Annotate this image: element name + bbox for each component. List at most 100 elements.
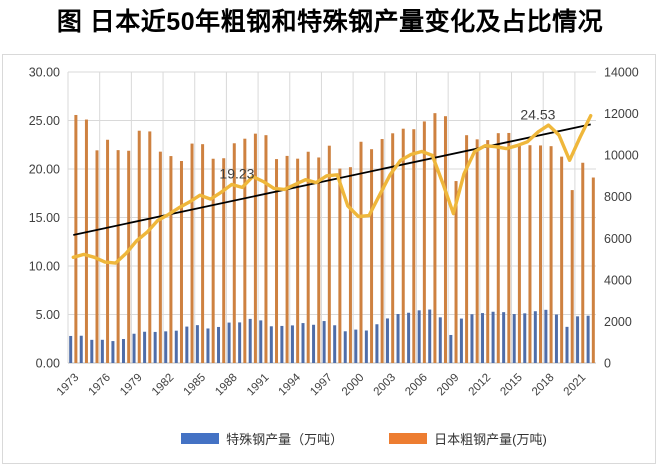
bar-crude-steel — [475, 139, 479, 363]
bar-special-steel — [238, 322, 242, 363]
bar-crude-steel — [179, 161, 183, 363]
right-axis-tick-label: 10000 — [604, 149, 639, 163]
x-axis-tick-label: 1997 — [308, 372, 335, 399]
bar-special-steel — [586, 315, 590, 363]
bar-special-steel — [269, 326, 273, 363]
x-axis-tick-label: 1973 — [55, 372, 82, 399]
bar-special-steel — [185, 326, 189, 363]
legend-label-special-steel: 特殊钢产量（万吨） — [226, 432, 344, 447]
bar-special-steel — [407, 312, 411, 363]
left-axis-tick-label: 5.00 — [36, 308, 60, 322]
bar-special-steel — [428, 309, 432, 363]
bar-crude-steel — [222, 158, 226, 363]
bar-crude-steel — [591, 177, 595, 363]
bar-special-steel — [111, 341, 115, 363]
bar-crude-steel — [74, 114, 78, 363]
x-axis-tick-label: 2018 — [530, 372, 557, 399]
x-axis-tick-label: 2012 — [467, 372, 494, 399]
bar-crude-steel — [539, 145, 543, 363]
chart-legend: 特殊钢产量（万吨） 日本粗钢产量(万吨) — [37, 429, 660, 448]
bar-crude-steel — [401, 128, 405, 363]
bar-crude-steel — [348, 167, 352, 363]
bar-special-steel — [502, 312, 506, 363]
bar-crude-steel — [296, 158, 300, 363]
bar-special-steel — [132, 333, 136, 363]
x-axis-tick-label: 1988 — [213, 372, 240, 399]
trend-line — [73, 123, 591, 236]
right-axis-tick-label: 4000 — [604, 273, 632, 287]
bar-special-steel — [554, 314, 558, 363]
bar-special-steel — [259, 320, 263, 363]
bar-crude-steel — [158, 151, 162, 363]
bar-special-steel — [69, 335, 73, 363]
left-axis-tick-label: 15.00 — [29, 211, 60, 225]
x-axis-tick-label: 1979 — [118, 372, 145, 399]
bar-crude-steel — [443, 116, 447, 363]
bar-crude-steel — [211, 158, 215, 363]
legend-swatch-special-steel — [181, 433, 220, 444]
bar-crude-steel — [549, 146, 553, 363]
bar-crude-steel — [243, 138, 247, 363]
bar-special-steel — [143, 331, 147, 363]
combo-chart: 19.23 24.53 30.00 25.00 20.00 15.00 10.00 5.00 0… — [29, 66, 639, 399]
bar-crude-steel — [84, 119, 88, 363]
bar-crude-steel — [570, 190, 574, 363]
x-axis-tick-label: 2009 — [435, 372, 462, 399]
right-axis-tick-label: 2000 — [604, 315, 632, 329]
bar-crude-steel — [422, 121, 426, 363]
bar-special-steel — [565, 326, 569, 363]
bar-crude-steel — [338, 168, 342, 363]
bar-crude-steel — [486, 140, 490, 363]
bar-special-steel — [459, 318, 463, 363]
bar-special-steel — [396, 314, 400, 363]
right-axis-tick-label: 6000 — [604, 232, 632, 246]
bar-crude-steel — [507, 132, 511, 363]
bar-crude-steel — [116, 150, 120, 363]
bar-special-steel — [153, 331, 157, 363]
bar-crude-steel — [306, 151, 310, 363]
bar-crude-steel — [317, 157, 321, 363]
bar-special-steel — [206, 328, 210, 363]
bar-special-steel — [512, 314, 516, 363]
left-axis-tick-label: 10.00 — [29, 260, 60, 274]
x-axis-tick-label: 2003 — [372, 372, 399, 399]
bar-special-steel — [79, 335, 83, 363]
legend-item-special-steel: 特殊钢产量（万吨） — [181, 429, 343, 448]
bar-crude-steel — [169, 156, 173, 363]
bar-special-steel — [312, 324, 316, 363]
bar-special-steel — [417, 310, 421, 363]
bar-crude-steel — [391, 133, 395, 363]
x-axis-tick-label: 1991 — [245, 372, 272, 399]
bar-special-steel — [301, 323, 305, 363]
x-axis-tick-label: 1982 — [150, 372, 177, 399]
bar-special-steel — [544, 309, 548, 363]
bar-crude-steel — [190, 143, 194, 363]
bar-crude-steel — [412, 129, 416, 363]
bar-crude-steel — [148, 131, 152, 363]
x-axis-tick-label: 2015 — [498, 372, 525, 399]
bar-crude-steel — [106, 139, 110, 363]
bar-crude-steel — [454, 181, 458, 363]
bar-crude-steel — [496, 133, 500, 363]
bar-special-steel — [195, 325, 199, 363]
left-axis-tick-label: 0.00 — [36, 357, 60, 371]
bar-crude-steel — [201, 144, 205, 363]
bar-special-steel — [438, 317, 442, 363]
bar-special-steel — [354, 329, 358, 363]
bar-crude-steel — [253, 133, 257, 363]
chart-area: 19.23 24.53 30.00 25.00 20.00 15.00 10.00 5.00 0… — [2, 54, 656, 464]
bar-special-steel — [174, 330, 178, 363]
bar-crude-steel — [380, 139, 384, 363]
bar-special-steel — [481, 313, 485, 363]
legend-label-crude-steel: 日本粗钢产量(万吨) — [434, 432, 547, 447]
bar-special-steel — [533, 311, 537, 363]
bar-crude-steel — [327, 145, 331, 363]
x-axis-tick-label: 2006 — [403, 372, 430, 399]
right-axis-tick-label: 12000 — [604, 107, 639, 121]
bar-crude-steel — [517, 144, 521, 363]
bar-special-steel — [248, 318, 252, 363]
bar-crude-steel — [264, 135, 268, 363]
bar-crude-steel — [465, 135, 469, 363]
bar-crude-steel — [127, 150, 131, 363]
left-axis-tick-label: 30.00 — [29, 66, 60, 80]
